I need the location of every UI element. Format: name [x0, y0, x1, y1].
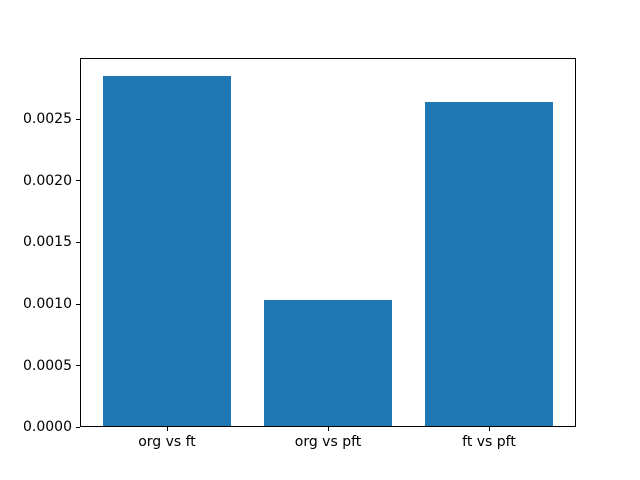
y-tick-label: 0.0025 — [23, 111, 72, 128]
y-tick-mark — [76, 241, 80, 243]
x-tick-mark — [327, 427, 329, 432]
bar-org-vs-pft — [263, 300, 393, 428]
x-tick-mark — [166, 427, 168, 432]
bar-ft-vs-pft — [424, 102, 554, 428]
y-tick-mark — [76, 426, 80, 428]
y-tick-mark — [76, 118, 80, 120]
x-tick-label-ft-vs-pft: ft vs pft — [462, 434, 516, 451]
y-tick-mark — [76, 303, 80, 305]
bar-org-vs-ft — [102, 76, 232, 428]
x-tick-label-org-vs-ft: org vs ft — [138, 434, 196, 451]
y-tick-mark — [76, 180, 80, 182]
y-tick-label: 0.0020 — [23, 172, 72, 189]
y-tick-label: 0.0000 — [23, 419, 72, 436]
y-tick-mark — [76, 365, 80, 367]
x-tick-label-org-vs-pft: org vs pft — [294, 434, 362, 451]
y-tick-label: 0.0010 — [23, 296, 72, 312]
y-tick-label: 0.0015 — [23, 234, 72, 251]
y-tick-label: 0.0005 — [23, 357, 72, 374]
x-tick-mark — [488, 427, 490, 432]
plot-area — [80, 57, 576, 428]
